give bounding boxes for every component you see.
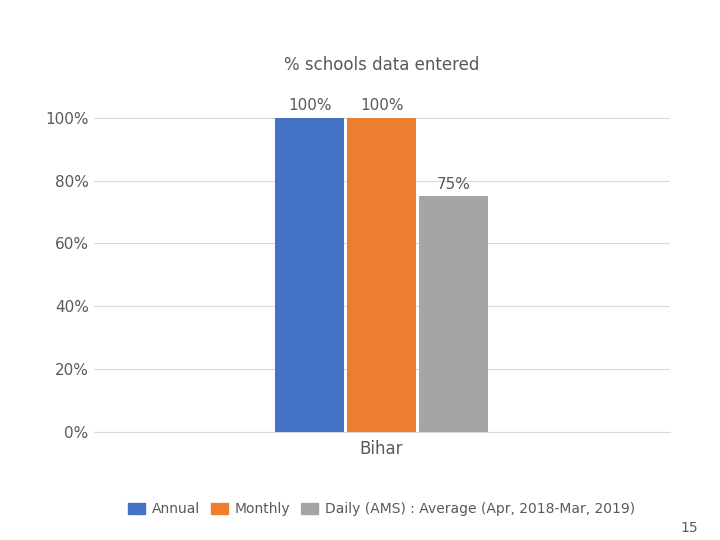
Text: 100%: 100%	[288, 98, 331, 113]
Bar	[275, 118, 344, 432]
Text: 100%: 100%	[360, 98, 403, 113]
Text: Status of implementation of MIS & AMS: Status of implementation of MIS & AMS	[96, 15, 624, 39]
Title: % schools data entered: % schools data entered	[284, 56, 480, 74]
Text: 75%: 75%	[436, 177, 471, 192]
Text: 15: 15	[681, 521, 698, 535]
Bar	[419, 197, 488, 432]
Legend: Annual, Monthly, Daily (AMS) : Average (Apr, 2018-Mar, 2019): Annual, Monthly, Daily (AMS) : Average (…	[122, 497, 641, 522]
X-axis label: Bihar: Bihar	[360, 440, 403, 458]
Bar	[347, 118, 416, 432]
